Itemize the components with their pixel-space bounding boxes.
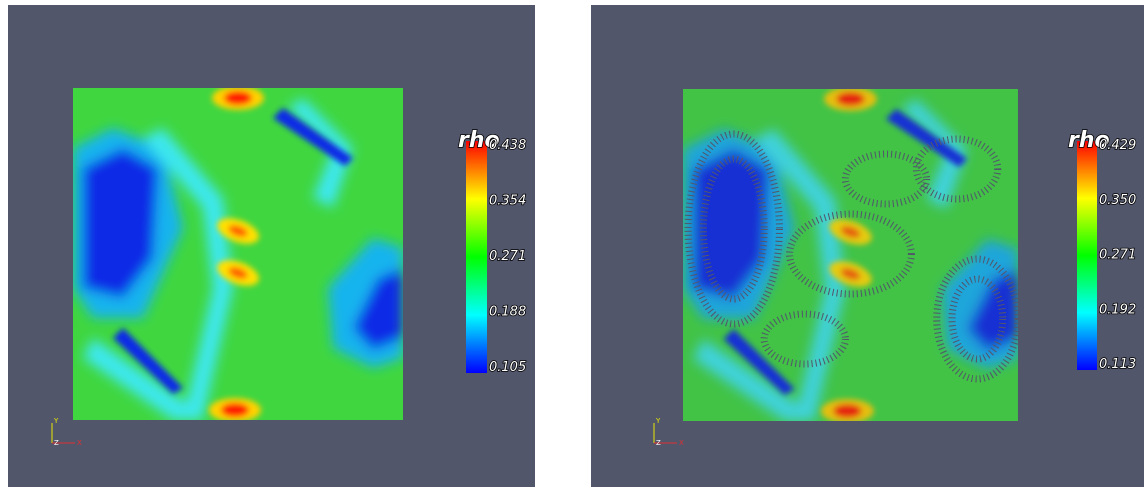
color-bar (1077, 141, 1097, 370)
color-bar-label: 0.354 (489, 194, 526, 209)
field-image (683, 87, 1018, 423)
contour-field (683, 87, 1018, 423)
shape (760, 310, 849, 368)
shape (684, 130, 783, 328)
color-bar-label: 0.429 (1099, 138, 1136, 153)
z-label: Z (54, 439, 59, 447)
color-bar-label: 0.271 (1099, 248, 1136, 263)
density-field (73, 86, 403, 422)
color-bar-label: 0.105 (489, 360, 526, 375)
color-bar-title: rho (458, 128, 500, 153)
color-bar-label: 0.188 (489, 305, 526, 320)
field-image (73, 86, 403, 422)
shape (912, 135, 1002, 203)
z-label: Z (656, 439, 661, 447)
color-bar (466, 141, 487, 373)
color-bar-label: 0.350 (1099, 193, 1136, 208)
color-bar-label: 0.113 (1099, 357, 1136, 372)
x-label: X (77, 439, 82, 447)
axes-triad: Y Z X (51, 417, 82, 447)
y-label: Y (53, 417, 59, 425)
axes-triad: Y Z X (653, 417, 684, 447)
color-bar-labels: 0.438 0.354 0.271 0.188 0.105 (488, 137, 527, 376)
y-label: Y (655, 417, 661, 425)
shape (841, 150, 931, 208)
shape (786, 210, 915, 298)
color-bar-labels: 0.429 0.350 0.271 0.192 0.113 (1098, 137, 1137, 373)
color-bar-label: 0.271 (489, 249, 526, 264)
color-bar-label: 0.438 (489, 138, 526, 153)
color-bar-title: rho (1068, 128, 1110, 153)
color-bar-label: 0.192 (1099, 302, 1136, 317)
x-label: X (679, 439, 684, 447)
